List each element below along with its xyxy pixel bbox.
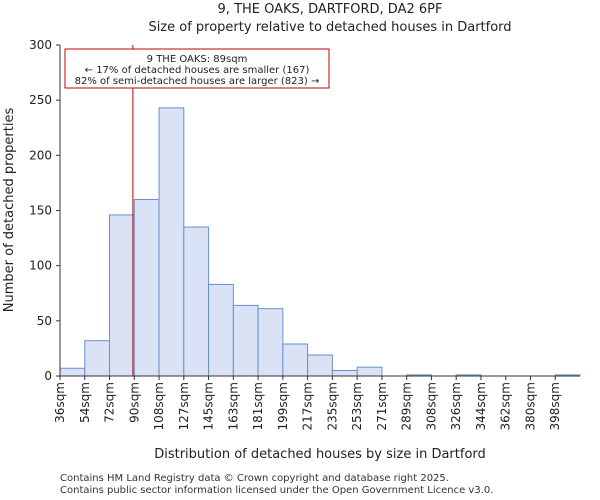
bars-group bbox=[59, 107, 581, 377]
y-tick-label-150: 150 bbox=[29, 204, 52, 218]
bar-235sqm bbox=[331, 369, 358, 377]
x-tick-label-108sqm: 108sqm bbox=[152, 382, 166, 430]
footer-line-2: Contains public sector information licen… bbox=[60, 485, 494, 496]
y-tick-label-200: 200 bbox=[29, 148, 52, 162]
bar-72sqm bbox=[109, 214, 135, 377]
x-tick-label-163sqm: 163sqm bbox=[226, 382, 240, 430]
bar-54sqm bbox=[84, 340, 111, 377]
x-axis: 36sqm 54sqm 72sqm 90sqm 108sqm 127sqm 145sqm 16… bbox=[53, 375, 580, 430]
footer-line-1: Contains HM Land Registry data © Crown c… bbox=[60, 473, 449, 484]
y-tick-label-0: 0 bbox=[44, 369, 52, 383]
x-tick-label-199sqm: 199sqm bbox=[276, 382, 290, 430]
x-tick-label-181sqm: 181sqm bbox=[251, 382, 265, 430]
x-tick-label-326sqm: 326sqm bbox=[449, 382, 463, 430]
y-tick-label-300: 300 bbox=[29, 38, 52, 52]
chart-title: 9, THE OAKS, DARTFORD, DA2 6PF bbox=[218, 2, 443, 17]
x-tick-label-72sqm: 72sqm bbox=[103, 382, 117, 423]
x-tick-label-36sqm: 36sqm bbox=[53, 382, 67, 423]
bar-90sqm bbox=[133, 198, 160, 377]
x-tick-label-380sqm: 380sqm bbox=[523, 382, 537, 430]
bar-253sqm bbox=[356, 366, 383, 377]
bar-199sqm bbox=[282, 343, 309, 377]
annotation-box: 9 THE OAKS: 89sqm ← 17% of detached hous… bbox=[64, 48, 330, 89]
x-tick-label-127sqm: 127sqm bbox=[177, 382, 191, 430]
y-axis: 0 50 100 150 200 250 300 bbox=[29, 38, 61, 383]
x-tick-label-289sqm: 289sqm bbox=[400, 382, 414, 430]
x-tick-label-398sqm: 398sqm bbox=[548, 382, 562, 430]
bar-108sqm bbox=[158, 107, 185, 377]
x-tick-label-271sqm: 271sqm bbox=[375, 382, 389, 430]
x-tick-label-235sqm: 235sqm bbox=[325, 382, 339, 430]
chart: 9, THE OAKS, DARTFORD, DA2 6PF Size of p… bbox=[2, 2, 581, 462]
bar-36sqm bbox=[59, 367, 86, 377]
x-tick-label-344sqm: 344sqm bbox=[474, 382, 488, 430]
y-tick-label-250: 250 bbox=[29, 93, 52, 107]
x-tick-label-54sqm: 54sqm bbox=[78, 382, 92, 423]
y-tick-label-50: 50 bbox=[37, 314, 52, 328]
y-tick-label-100: 100 bbox=[29, 259, 52, 273]
x-tick-label-308sqm: 308sqm bbox=[424, 382, 438, 430]
x-tick-label-217sqm: 217sqm bbox=[301, 382, 315, 430]
bar-217sqm bbox=[307, 354, 333, 377]
bar-145sqm bbox=[208, 283, 234, 377]
annotation-line-3: 82% of semi-detached houses are larger (… bbox=[75, 76, 320, 87]
x-tick-label-253sqm: 253sqm bbox=[350, 382, 364, 430]
bar-181sqm bbox=[257, 308, 284, 377]
x-tick-label-362sqm: 362sqm bbox=[499, 382, 513, 430]
bar-163sqm bbox=[232, 304, 259, 377]
annotation-line-1: 9 THE OAKS: 89sqm bbox=[147, 54, 248, 65]
annotation-line-2: ← 17% of detached houses are smaller (16… bbox=[85, 65, 310, 76]
y-axis-label: Number of detached properties bbox=[2, 108, 17, 313]
chart-subtitle: Size of property relative to detached ho… bbox=[148, 20, 511, 35]
x-tick-label-145sqm: 145sqm bbox=[202, 382, 216, 430]
bar-127sqm bbox=[183, 226, 210, 377]
annotation-rect bbox=[64, 48, 330, 89]
x-tick-label-90sqm: 90sqm bbox=[127, 382, 141, 423]
x-axis-label: Distribution of detached houses by size … bbox=[154, 447, 486, 462]
